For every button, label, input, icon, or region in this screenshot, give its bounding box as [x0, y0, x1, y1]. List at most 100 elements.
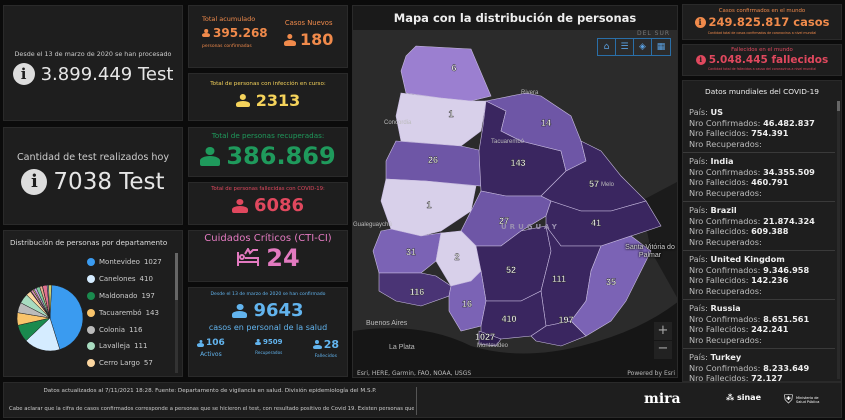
legend-swatch: [87, 291, 95, 300]
country-name: Brazil: [710, 205, 737, 215]
department-value-label: 111: [552, 274, 566, 284]
country-name: Turkey: [710, 352, 742, 362]
legend-item[interactable]: Lavalleja 111: [87, 338, 162, 355]
tests-today-label: Cantidad de test realizados hoy: [16, 152, 170, 163]
layers-button[interactable]: ◈: [634, 39, 652, 55]
world-deaths-value: 5.048.445 fallecidos: [708, 54, 829, 66]
confirmed-label: Nro Confirmados:: [689, 313, 761, 324]
legend-swatch: [87, 325, 95, 334]
confirmed-value: 8.233.649: [763, 362, 810, 373]
country-item[interactable]: País: Turkey Nro Confirmados: 8.233.649 …: [683, 349, 835, 381]
tests-total-card: Desde el 13 de marzo de 2020 se han proc…: [3, 5, 183, 121]
tests-total-value: 3.899.449 Test: [40, 63, 174, 85]
legend-item[interactable]: Montevideo 1027: [87, 254, 162, 271]
legend-label: Montevideo: [99, 258, 140, 267]
mira-logo: mira: [644, 391, 681, 407]
legend-button[interactable]: ☰: [616, 39, 634, 55]
legend-value: 111: [134, 342, 148, 351]
department-rocha[interactable]: [570, 235, 652, 337]
home-button[interactable]: ⌂: [598, 39, 616, 55]
deaths-label: Nro Fallecidos:: [689, 275, 749, 285]
country-label: País:: [689, 352, 708, 362]
recuperadas-value: 386.869: [226, 142, 336, 170]
department-value-label: 410: [501, 314, 516, 324]
city-label: Rivera: [521, 90, 539, 96]
legend-label: Canelones: [99, 275, 136, 284]
country-item[interactable]: País: Russia Nro Confirmados: 8.651.561 …: [683, 300, 835, 349]
confirmed-label: Nro Confirmados:: [689, 166, 761, 177]
person-icon: [231, 199, 248, 213]
map-view[interactable]: 6 1 26 1 143 14 57 27 41 31 2 52 116 16 111 35 410 197 102…: [353, 30, 678, 378]
country-name: India: [710, 156, 734, 166]
zoom-in-button[interactable]: +: [654, 322, 672, 340]
basemap-gallery-button[interactable]: ▦: [656, 42, 666, 52]
country-name: United Kingdom: [710, 254, 785, 264]
legend-label: Cerro Largo: [99, 359, 140, 368]
legend-label: Maldonado: [99, 291, 138, 300]
confirmed-card: Total acumulado 395.268 personas confirm…: [188, 5, 348, 68]
deaths-value: 754.391: [751, 128, 789, 138]
department-value-label: 143: [510, 158, 525, 168]
person-icon: [202, 29, 210, 37]
deaths-value: 460.791: [751, 177, 789, 187]
department-value-label: 14: [541, 118, 551, 128]
department-value-label: 1: [426, 200, 431, 210]
person-icon: [197, 340, 204, 347]
sinae-icon: ⁂: [726, 393, 737, 402]
deaths-value: 242.241: [751, 324, 789, 334]
world-deaths-sub: Cantidad total de fallecidos a causa del…: [707, 67, 817, 71]
country-item[interactable]: País: India Nro Confirmados: 34.355.509 …: [683, 153, 835, 202]
uruguay-map[interactable]: 6 1 26 1 143 14 57 27 41 31 2 52 116 16 111 35 410 197 102…: [353, 30, 678, 378]
country-list-scrollbar[interactable]: [837, 101, 840, 379]
tests-today-card: Cantidad de test realizados hoy i 7038 T…: [3, 127, 183, 225]
country-name: US: [710, 107, 724, 117]
legend-scrollbar[interactable]: [175, 253, 178, 373]
cti-value: 24: [266, 244, 300, 272]
deaths-label: Nro Fallecidos:: [689, 128, 749, 138]
confirmed-value: 9.346.958: [763, 264, 810, 275]
pie-slice[interactable]: [48, 284, 52, 319]
info-icon: i: [21, 169, 48, 195]
salud-value: 9643: [253, 300, 304, 321]
department-value-label: 1: [448, 109, 453, 119]
pie-slice[interactable]: [49, 284, 84, 350]
legend-item[interactable]: Colonia 116: [87, 321, 162, 338]
confirmed-label: Nro Confirmados:: [689, 264, 761, 275]
active-card: Total de personas con infección en curso…: [188, 73, 348, 121]
world-cases-value: 249.825.817 casos: [708, 15, 830, 29]
legend-item[interactable]: Canelones 410: [87, 271, 162, 288]
recovered-label: Nro Recuperados:: [689, 285, 762, 296]
country-item[interactable]: País: Brazil Nro Confirmados: 21.874.324…: [683, 202, 835, 251]
city-label-santa-vitoria: Santa Vitória do Palmar: [625, 244, 675, 259]
city-label: Tacuarembó: [491, 139, 525, 145]
confirmed-value: 34.355.509: [763, 166, 815, 177]
department-salto[interactable]: [395, 92, 487, 147]
distribution-pie-chart: [16, 284, 84, 352]
country-item[interactable]: País: United Kingdom Nro Confirmados: 9.…: [683, 251, 835, 300]
recovered-label: Nro Recuperados:: [689, 236, 762, 247]
country-item[interactable]: País: US Nro Confirmados: 46.482.837 Nro…: [683, 104, 835, 153]
tests-today-value: 7038 Test: [53, 169, 165, 195]
zoom-out-button[interactable]: −: [654, 341, 672, 359]
country-list[interactable]: País: US Nro Confirmados: 46.482.837 Nro…: [683, 104, 835, 381]
legend-item[interactable]: Tacuarembó 143: [87, 304, 162, 321]
critical-care-card: Cuidados Críticos (CTI-CI) 24: [188, 230, 348, 282]
world-deaths-card: Fallecidos en el mundo i 5.048.445 falle…: [682, 44, 842, 76]
powered-by-esri[interactable]: Powered by Esri: [627, 370, 675, 377]
country-name: Russia: [710, 303, 741, 313]
salud-sub: casos en personal de la salud: [208, 323, 328, 332]
legend-value: 116: [129, 325, 143, 334]
department-maldonado[interactable]: [530, 320, 587, 347]
department-rio-negro[interactable]: [380, 178, 477, 237]
confirmed-label: Nro Confirmados:: [689, 117, 761, 128]
legend-item[interactable]: Maldonado 197: [87, 288, 162, 305]
department-value-label: 1027: [475, 332, 495, 342]
department-value-label: 16: [462, 299, 472, 309]
deaths-label: Nro Fallecidos:: [689, 177, 749, 187]
legend-item[interactable]: Cerro Largo 57: [87, 355, 162, 372]
legend-swatch: [87, 308, 95, 317]
fallecidas-label: Total de personas fallecidas con COVID-1…: [211, 186, 325, 192]
distribution-card: Distribución de personas por departament…: [3, 230, 183, 377]
health-staff-card: Desde el 13 de marzo de 2020 se han conf…: [188, 287, 348, 377]
department-montevideo[interactable]: [478, 330, 502, 347]
